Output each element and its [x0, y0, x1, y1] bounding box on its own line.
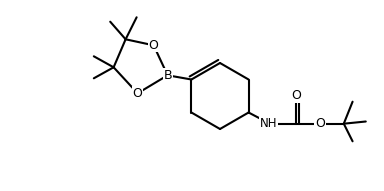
Text: O: O: [291, 89, 301, 102]
Text: NH: NH: [260, 117, 277, 130]
Text: O: O: [133, 87, 142, 100]
Text: O: O: [149, 39, 159, 52]
Text: O: O: [315, 117, 325, 130]
Text: B: B: [163, 69, 172, 82]
